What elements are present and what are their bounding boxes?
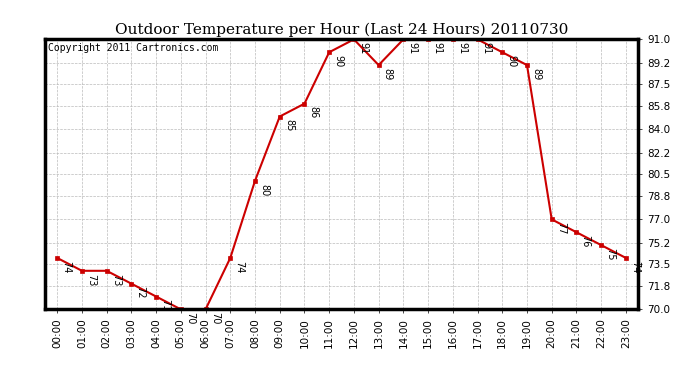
Text: 73: 73 bbox=[111, 274, 121, 286]
Text: 91: 91 bbox=[408, 42, 417, 54]
Text: 91: 91 bbox=[358, 42, 368, 54]
Text: 74: 74 bbox=[630, 261, 640, 273]
Text: 75: 75 bbox=[605, 248, 615, 260]
Text: Copyright 2011 Cartronics.com: Copyright 2011 Cartronics.com bbox=[48, 44, 218, 53]
Text: 86: 86 bbox=[308, 106, 319, 119]
Text: 77: 77 bbox=[556, 222, 566, 235]
Text: 76: 76 bbox=[580, 235, 591, 248]
Text: 91: 91 bbox=[432, 42, 442, 54]
Text: 89: 89 bbox=[531, 68, 541, 80]
Text: 70: 70 bbox=[185, 312, 195, 324]
Text: 72: 72 bbox=[135, 286, 146, 299]
Text: 90: 90 bbox=[333, 55, 344, 67]
Title: Outdoor Temperature per Hour (Last 24 Hours) 20110730: Outdoor Temperature per Hour (Last 24 Ho… bbox=[115, 22, 569, 37]
Text: 85: 85 bbox=[284, 119, 294, 132]
Text: 74: 74 bbox=[61, 261, 71, 273]
Text: 91: 91 bbox=[457, 42, 467, 54]
Text: 89: 89 bbox=[383, 68, 393, 80]
Text: 74: 74 bbox=[235, 261, 244, 273]
Text: 91: 91 bbox=[482, 42, 492, 54]
Text: 71: 71 bbox=[160, 299, 170, 312]
Text: 80: 80 bbox=[259, 184, 269, 196]
Text: 70: 70 bbox=[210, 312, 219, 324]
Text: 90: 90 bbox=[506, 55, 516, 67]
Text: 73: 73 bbox=[86, 274, 96, 286]
